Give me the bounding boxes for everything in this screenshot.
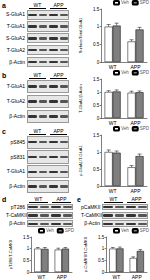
html-text:T-GluA1: T-GluA1 <box>6 168 25 175</box>
svg-text:Surface/Total GluA1: Surface/Total GluA1 <box>78 17 83 53</box>
svg-text:1: 1 <box>97 24 100 29</box>
html-text:S-GluA2: S-GluA2 <box>6 35 25 41</box>
svg-text:APP: APP <box>131 188 142 194</box>
svg-text:0: 0 <box>97 184 100 189</box>
svg-text:APP: APP <box>132 274 143 280</box>
svg-text:pT286/T-CaMKII: pT286/T-CaMKII <box>8 240 13 269</box>
svg-text:WT: WT <box>109 64 117 70</box>
svg-text:WT: WT <box>109 188 117 194</box>
svg-text:0.5: 0.5 <box>93 167 100 172</box>
html-text:b: b <box>2 72 7 79</box>
svg-text:SPD: SPD <box>140 126 150 131</box>
svg-text:APP: APP <box>131 120 142 126</box>
html-text:T-CaMKII: T-CaMKII <box>6 212 28 218</box>
svg-text:SPD: SPD <box>140 228 150 233</box>
html-text:pT286: pT286 <box>10 203 25 210</box>
svg-text:T-GluA1/β-Actin: T-GluA1/β-Actin <box>78 84 83 112</box>
svg-text:1.5: 1.5 <box>93 133 100 138</box>
svg-text:Veh: Veh <box>46 228 54 233</box>
html-text:APP: APP <box>56 196 67 202</box>
html-text:WT: WT <box>34 196 43 202</box>
svg-text:1: 1 <box>102 246 105 251</box>
html-text:T-GluA1: T-GluA1 <box>6 23 25 30</box>
html-text:T-GluA2: T-GluA2 <box>6 98 25 104</box>
svg-text:0: 0 <box>102 270 105 275</box>
svg-text:WT: WT <box>109 120 117 126</box>
svg-text:1: 1 <box>97 150 100 155</box>
html-text:T-CaMKII: T-CaMKII <box>81 212 103 218</box>
svg-text:SPD: SPD <box>65 228 75 233</box>
svg-text:1: 1 <box>97 90 100 95</box>
html-text:β-Actin: β-Actin <box>84 220 100 227</box>
svg-text:1.5: 1.5 <box>23 235 30 240</box>
svg-text:0.5: 0.5 <box>93 42 100 47</box>
svg-text:APP: APP <box>131 64 142 70</box>
svg-text:WT: WT <box>37 274 45 280</box>
svg-text:0.5: 0.5 <box>23 258 30 263</box>
html-text:pS831: pS831 <box>10 153 25 160</box>
svg-text:WT: WT <box>112 274 120 280</box>
svg-text:0: 0 <box>97 116 100 121</box>
html-text:S-GluA1: S-GluA1 <box>6 11 25 18</box>
svg-text:SPD: SPD <box>140 70 150 75</box>
html-text:APP: APP <box>53 2 64 8</box>
html-text:β-Actin: β-Actin <box>9 183 25 190</box>
svg-text:APP: APP <box>57 274 68 280</box>
html-text:β-Actin: β-Actin <box>9 220 25 227</box>
svg-text:Veh: Veh <box>121 0 129 5</box>
svg-text:0.5: 0.5 <box>93 103 100 108</box>
html-text:e: e <box>77 196 81 203</box>
html-text:d: d <box>2 196 7 203</box>
html-text:pS845: pS845 <box>10 138 25 145</box>
svg-text:0: 0 <box>27 270 30 275</box>
html-text:APP: APP <box>53 72 64 78</box>
svg-text:0.5: 0.5 <box>98 258 105 263</box>
html-text:WT: WT <box>33 72 42 78</box>
html-text:WT: WT <box>33 128 42 134</box>
html-text:a: a <box>2 2 6 9</box>
html-text:WT: WT <box>33 2 42 8</box>
html-text:c: c <box>2 128 6 135</box>
html-text:T-GluA1: T-GluA1 <box>6 83 25 89</box>
svg-text:1.5: 1.5 <box>93 7 100 12</box>
svg-text:1: 1 <box>27 246 30 251</box>
svg-text:Veh: Veh <box>121 126 129 131</box>
svg-text:1.5: 1.5 <box>93 77 100 82</box>
svg-text:Veh: Veh <box>121 70 129 75</box>
svg-text:1.5: 1.5 <box>98 235 105 240</box>
svg-text:p-GluA1/T-GluA1: p-GluA1/T-GluA1 <box>78 145 83 176</box>
html-text:pCaMKII: pCaMKII <box>81 203 101 210</box>
html-text:WT: WT <box>109 196 118 202</box>
html-text:APP: APP <box>53 128 64 134</box>
svg-text:Veh: Veh <box>121 228 129 233</box>
html-text:β-Actin: β-Actin <box>9 113 25 119</box>
html-text:APP: APP <box>131 196 142 202</box>
svg-text:0: 0 <box>97 60 100 65</box>
svg-text:SPD: SPD <box>140 0 150 5</box>
svg-text:p-CaMKII/T-CaMKII: p-CaMKII/T-CaMKII <box>83 237 88 272</box>
html-text:T-GluA2: T-GluA2 <box>6 46 25 53</box>
html-text:β-Actin: β-Actin <box>9 58 25 65</box>
